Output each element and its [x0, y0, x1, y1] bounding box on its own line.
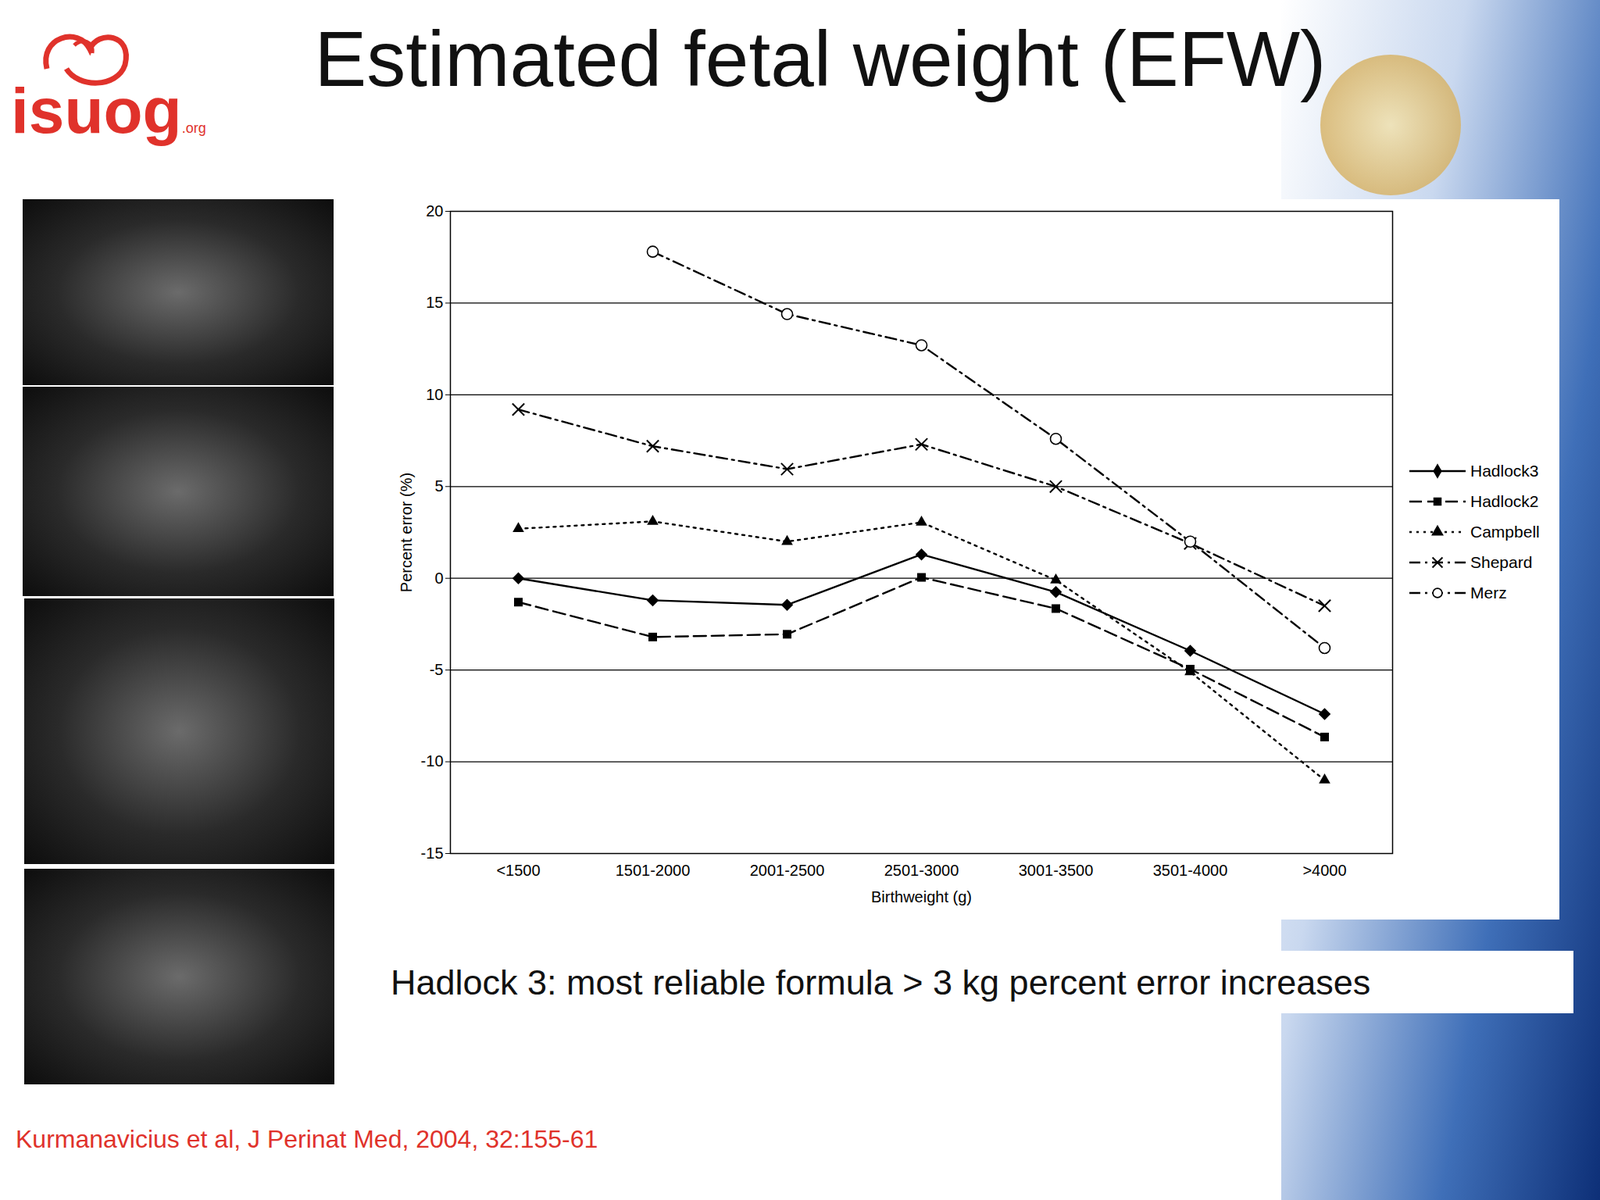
- svg-text:2501-3000: 2501-3000: [884, 861, 960, 879]
- svg-text:<1500: <1500: [496, 861, 540, 879]
- svg-text:3001-3500: 3001-3500: [1018, 861, 1094, 879]
- html-text:.org: .org: [181, 120, 207, 136]
- svg-text:>4000: >4000: [1302, 861, 1347, 879]
- svg-text:-10: -10: [421, 752, 444, 770]
- svg-text:1501-2000: 1501-2000: [615, 861, 691, 879]
- svg-text:Hadlock2: Hadlock2: [1470, 492, 1540, 511]
- svg-text:20: 20: [425, 202, 443, 220]
- svg-text:10: 10: [425, 385, 443, 404]
- svg-text:Merz: Merz: [1470, 583, 1508, 602]
- svg-text:15: 15: [425, 293, 443, 311]
- html-text:Kurmanavicius et al, J Perinat: Kurmanavicius et al, J Perinat Med, 2004…: [15, 1125, 598, 1154]
- svg-text:0: 0: [434, 569, 443, 587]
- svg-text:3501-4000: 3501-4000: [1153, 861, 1229, 879]
- svg-text:Campbell: Campbell: [1470, 522, 1540, 541]
- svg-text:-5: -5: [429, 660, 444, 679]
- svg-text:Birthweight (g): Birthweight (g): [871, 888, 972, 906]
- html-text:Estimated fetal weight (EFW): Estimated fetal weight (EFW): [314, 14, 1327, 103]
- svg-text:Percent error (%): Percent error (%): [397, 472, 415, 593]
- svg-text:Hadlock3: Hadlock3: [1470, 461, 1540, 480]
- svg-text:5: 5: [434, 477, 443, 495]
- html-text:Hadlock 3: most reliable formu: Hadlock 3: most reliable formula > 3 kg …: [390, 962, 1371, 1003]
- svg-text:Shepard: Shepard: [1470, 553, 1533, 572]
- svg-text:-15: -15: [421, 844, 444, 862]
- html-text:isuog: isuog: [10, 75, 182, 147]
- svg-text:2001-2500: 2001-2500: [750, 861, 825, 879]
